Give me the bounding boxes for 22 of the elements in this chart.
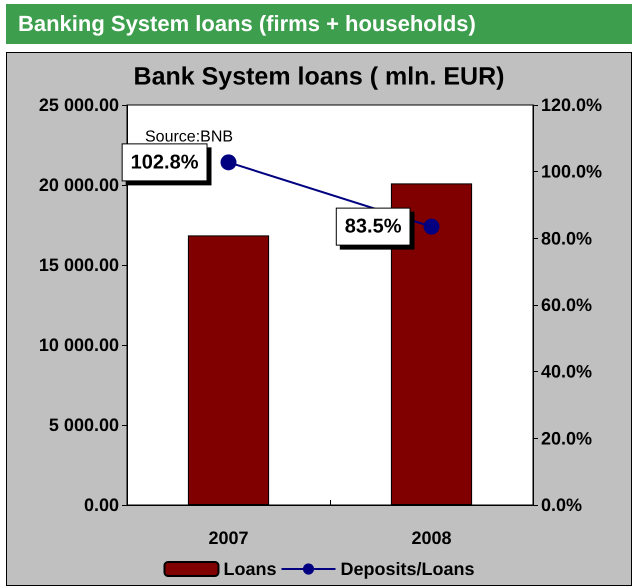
y2-tick-label: 100.0% xyxy=(541,162,602,182)
y2-tick-label: 80.0% xyxy=(541,228,592,248)
y-tick-label: 10 000.00 xyxy=(38,335,119,355)
legend-label: Deposits/Loans xyxy=(340,559,475,579)
y-tick-label: 20 000.00 xyxy=(38,175,119,195)
y2-tick-label: 60.0% xyxy=(541,295,592,315)
x-tick-label: 2007 xyxy=(208,528,249,548)
data-label: 102.8% xyxy=(130,151,199,174)
y2-tick-label: 0.0% xyxy=(541,495,582,515)
y-tick-label: 5 000.00 xyxy=(48,415,119,435)
y-tick-label: 0.00 xyxy=(84,495,119,515)
x-tick-label: 2008 xyxy=(411,528,452,548)
y2-tick-label: 20.0% xyxy=(541,428,592,448)
y-tick-label: 25 000.00 xyxy=(38,95,119,115)
chart-subtitle: Bank System loans ( mln. EUR) xyxy=(134,62,504,90)
legend-label: Loans xyxy=(223,559,276,579)
chart-title: Banking System loans (firms + households) xyxy=(6,4,632,44)
annotation: Source:BNB xyxy=(145,128,234,146)
y2-tick-label: 120.0% xyxy=(541,95,602,115)
data-label: 83.5% xyxy=(344,216,402,238)
y2-tick-label: 40.0% xyxy=(541,362,592,382)
y-tick-label: 15 000.00 xyxy=(38,255,119,275)
